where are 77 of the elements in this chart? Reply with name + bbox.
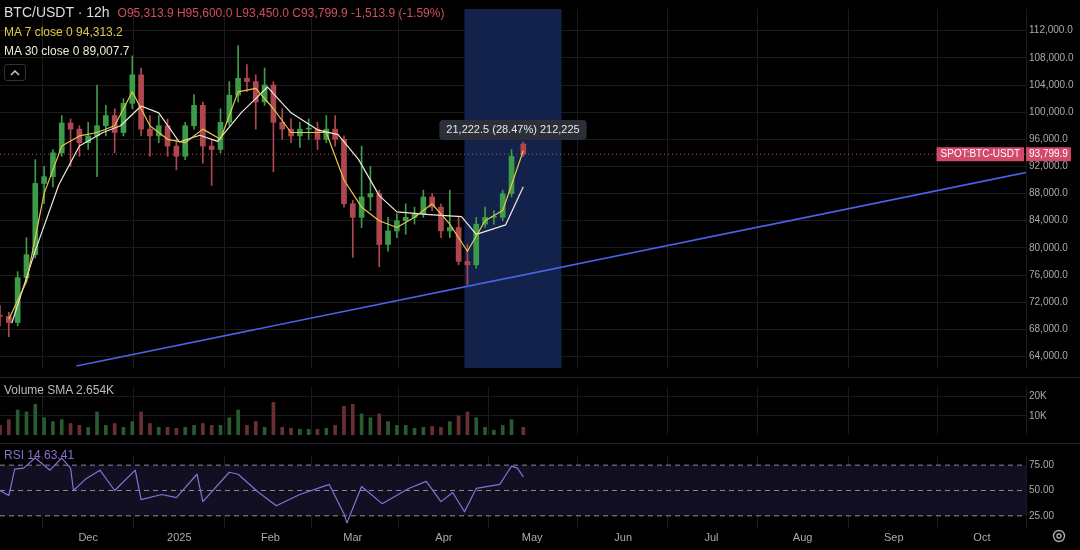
bar bbox=[201, 423, 205, 435]
ref-line-label: SPOT:BTC-USDT bbox=[940, 147, 1020, 159]
bar bbox=[6, 419, 11, 435]
x-tick-label: Oct bbox=[973, 530, 991, 543]
bar bbox=[95, 411, 99, 435]
text: MA 30 close 0 89,007.7 bbox=[4, 44, 130, 58]
bar bbox=[148, 423, 152, 435]
bar bbox=[324, 427, 329, 435]
y-tick-label: 72,000.0 bbox=[1029, 295, 1069, 307]
bar bbox=[377, 413, 382, 435]
bar bbox=[483, 426, 487, 435]
y-tick-label: 104,000.0 bbox=[1029, 78, 1074, 90]
bar bbox=[130, 421, 135, 435]
x-tick-label: Jun bbox=[614, 530, 633, 543]
bar bbox=[192, 425, 196, 435]
y-tick-label: 112,000.0 bbox=[1029, 24, 1074, 36]
y-tick-label: 25.00 bbox=[1029, 509, 1055, 521]
x-tick-label: Jul bbox=[704, 530, 719, 543]
bar bbox=[492, 429, 496, 435]
chart-title: BTC/USDT · 12h bbox=[4, 4, 110, 20]
bar bbox=[227, 417, 232, 435]
bar bbox=[521, 426, 526, 435]
y-tick-label: 20K bbox=[1029, 390, 1048, 402]
bar bbox=[474, 417, 479, 435]
bar bbox=[156, 426, 161, 435]
y-tick-label: 10K bbox=[1029, 409, 1048, 421]
y-tick-label: 96,000.0 bbox=[1029, 133, 1069, 145]
y-tick-label: 76,000.0 bbox=[1029, 268, 1069, 280]
bar bbox=[395, 425, 399, 435]
bar bbox=[236, 409, 240, 435]
text: 93,799.9 bbox=[1029, 147, 1069, 159]
y-tick-label: 68,000.0 bbox=[1029, 323, 1069, 335]
y-tick-label: 88,000.0 bbox=[1029, 187, 1069, 199]
chart-title: Volume SMA 2.654K bbox=[4, 383, 115, 397]
y-tick-label: 75.00 bbox=[1029, 458, 1055, 470]
series-label: RSI 14 63.41 bbox=[4, 448, 75, 462]
bar bbox=[430, 426, 434, 435]
bar bbox=[51, 421, 55, 435]
y-tick-label: 80,000.0 bbox=[1029, 241, 1069, 253]
bar bbox=[139, 411, 143, 435]
chart-subtitle: O95,313.9 H95,600.0 L93,450.0 C93,799.9 -1,513.9 (-1.59%) bbox=[117, 6, 445, 20]
bar bbox=[245, 425, 249, 435]
x-tick-label: May bbox=[521, 530, 543, 543]
bar bbox=[289, 427, 293, 435]
bar bbox=[403, 425, 408, 435]
x-tick-label: Feb bbox=[260, 530, 280, 543]
bar bbox=[439, 426, 443, 435]
bar bbox=[350, 403, 355, 435]
x-tick-label: Mar bbox=[343, 530, 363, 543]
bar bbox=[183, 426, 188, 435]
bar bbox=[59, 419, 64, 435]
bar bbox=[447, 421, 452, 435]
x-tick-label: Aug bbox=[792, 530, 813, 543]
y-tick-label: 100,000.0 bbox=[1029, 105, 1074, 117]
x-tick-label: 2025 bbox=[167, 530, 192, 543]
bar bbox=[33, 403, 38, 435]
y-tick-label: 92,000.0 bbox=[1029, 160, 1069, 172]
bar bbox=[253, 421, 258, 435]
bar bbox=[104, 425, 108, 435]
bar bbox=[298, 428, 302, 435]
text: MA 7 close 0 94,313.2 bbox=[4, 25, 123, 39]
bar bbox=[280, 426, 285, 435]
bar bbox=[86, 426, 91, 435]
y-tick-label: 108,000.0 bbox=[1029, 51, 1074, 63]
bar bbox=[333, 425, 337, 435]
bar bbox=[500, 425, 505, 435]
y-tick-label: 50.00 bbox=[1029, 484, 1055, 496]
bar bbox=[342, 405, 346, 435]
x-tick-label: Apr bbox=[435, 530, 453, 543]
x-tick-label: Dec bbox=[78, 530, 99, 543]
x-tick-label: Sep bbox=[883, 530, 904, 543]
bar bbox=[306, 428, 311, 435]
band-label: 21,222.5 (28.47%) 212,225 bbox=[446, 123, 580, 136]
y-tick-label: 84,000.0 bbox=[1029, 214, 1069, 226]
bar bbox=[42, 417, 46, 435]
bar bbox=[386, 421, 390, 435]
y-tick-label: 64,000.0 bbox=[1029, 350, 1069, 362]
